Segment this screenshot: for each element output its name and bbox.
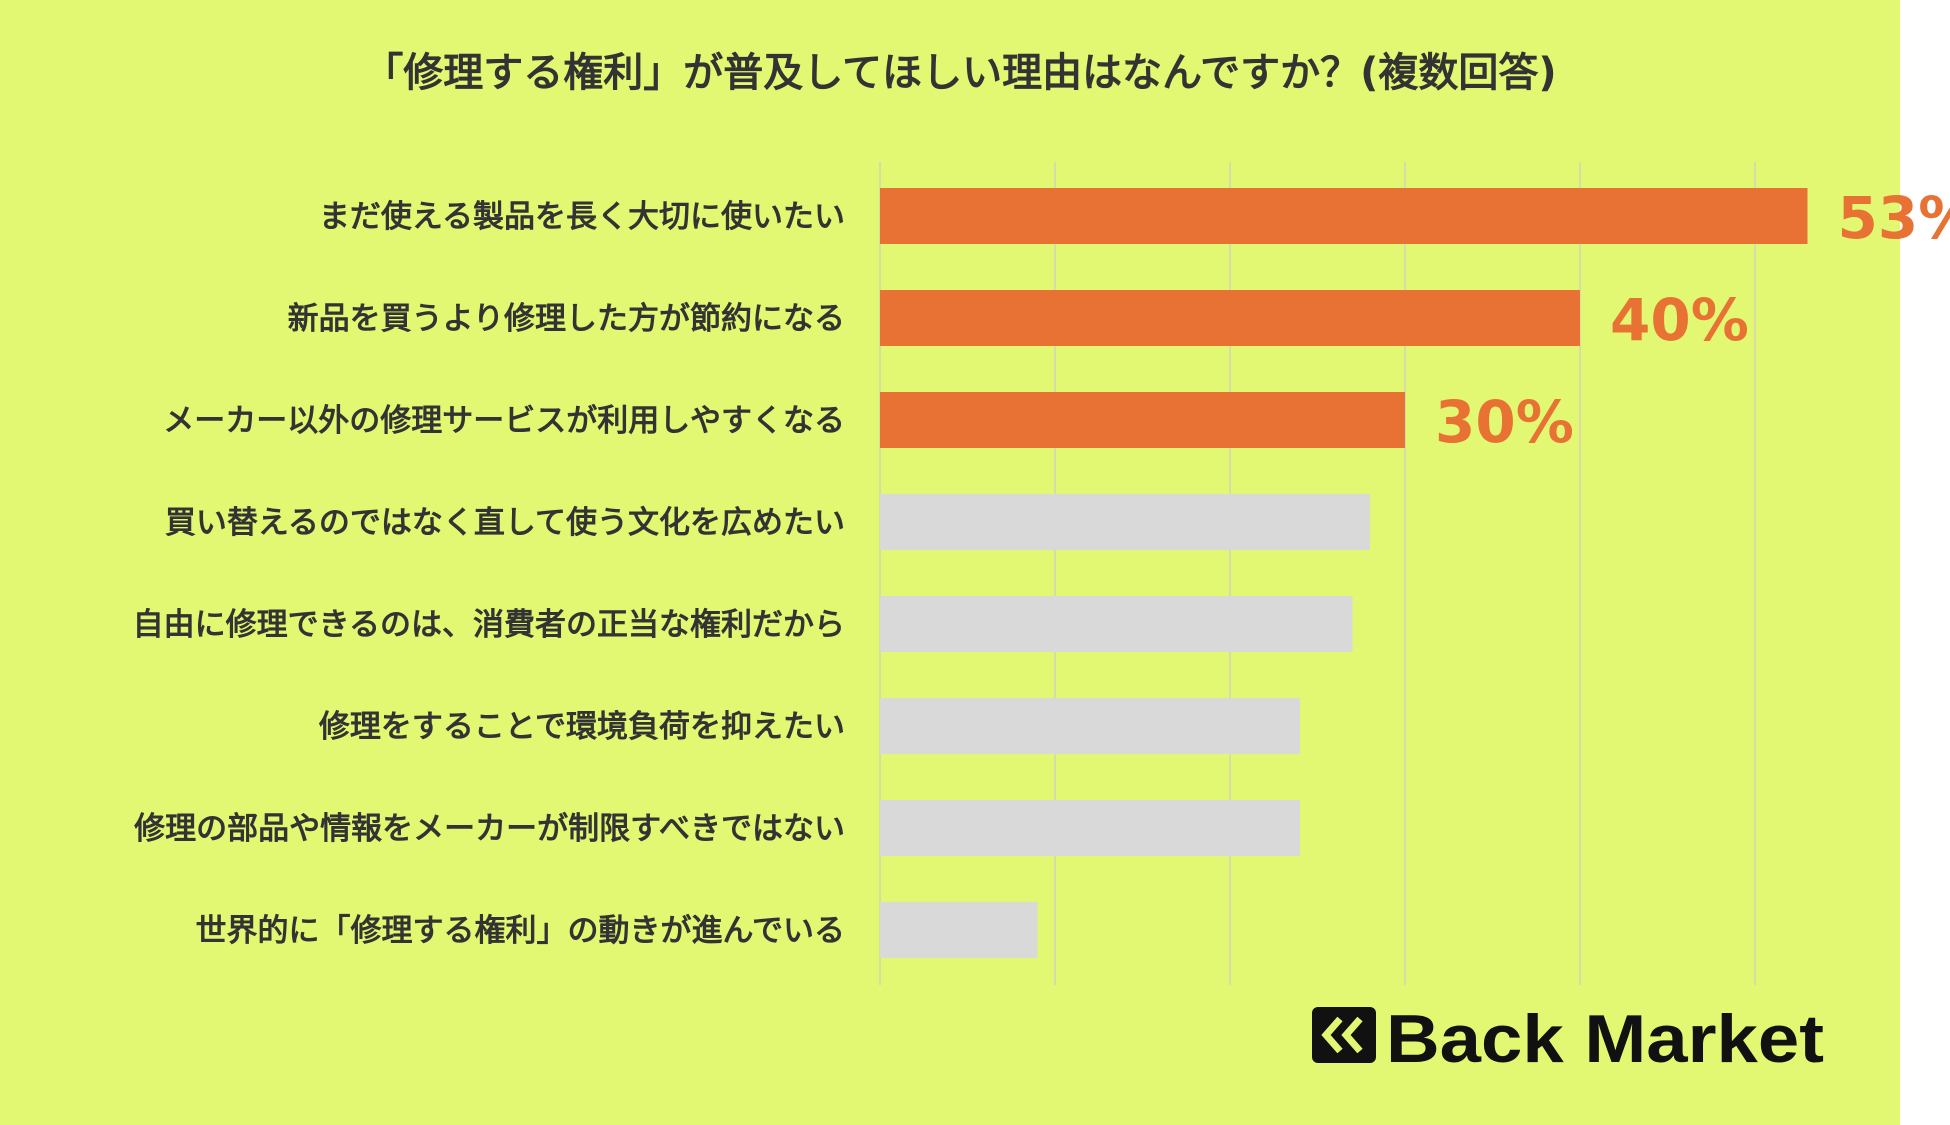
bar [880, 596, 1353, 652]
logo-text: Back Market [1386, 1001, 1824, 1077]
back-market-logo: Back Market [1312, 1001, 1824, 1077]
bar [880, 698, 1300, 754]
value-labels: 53% 40% 30% [1435, 184, 1950, 456]
bars [880, 188, 1808, 958]
category-label: メーカー以外の修理サービスが利用しやすくなる [163, 403, 845, 439]
bar [880, 800, 1300, 856]
category-labels: まだ使える製品を長く大切に使いたい新品を買うより修理した方が節約になるメーカー以… [133, 199, 845, 949]
back-market-chevrons-icon [1312, 1007, 1376, 1063]
bar [880, 902, 1038, 958]
bar [880, 494, 1370, 550]
chart-title: 「修理する権利」が普及してほしい理由はなんですか？(複数回答) [363, 50, 1556, 96]
data-label: 30% [1435, 388, 1574, 456]
category-label: 修理をすることで環境負荷を抑えたい [318, 709, 845, 745]
category-label: まだ使える製品を長く大切に使いたい [319, 199, 845, 235]
category-label: 自由に修理できるのは、消費者の正当な権利だから [133, 607, 845, 643]
data-label: 40% [1610, 286, 1749, 354]
category-label: 修理の部品や情報をメーカーが制限すべきではない [133, 811, 845, 847]
bar [880, 290, 1580, 346]
bar [880, 188, 1808, 244]
data-label: 53% [1838, 184, 1950, 252]
category-label: 新品を買うより修理した方が節約になる [288, 301, 845, 337]
category-label: 買い替えるのではなく直して使う文化を広めたい [165, 505, 845, 541]
category-label: 世界的に「修理する権利」の動きが進んでいる [196, 913, 845, 949]
bar [880, 392, 1405, 448]
